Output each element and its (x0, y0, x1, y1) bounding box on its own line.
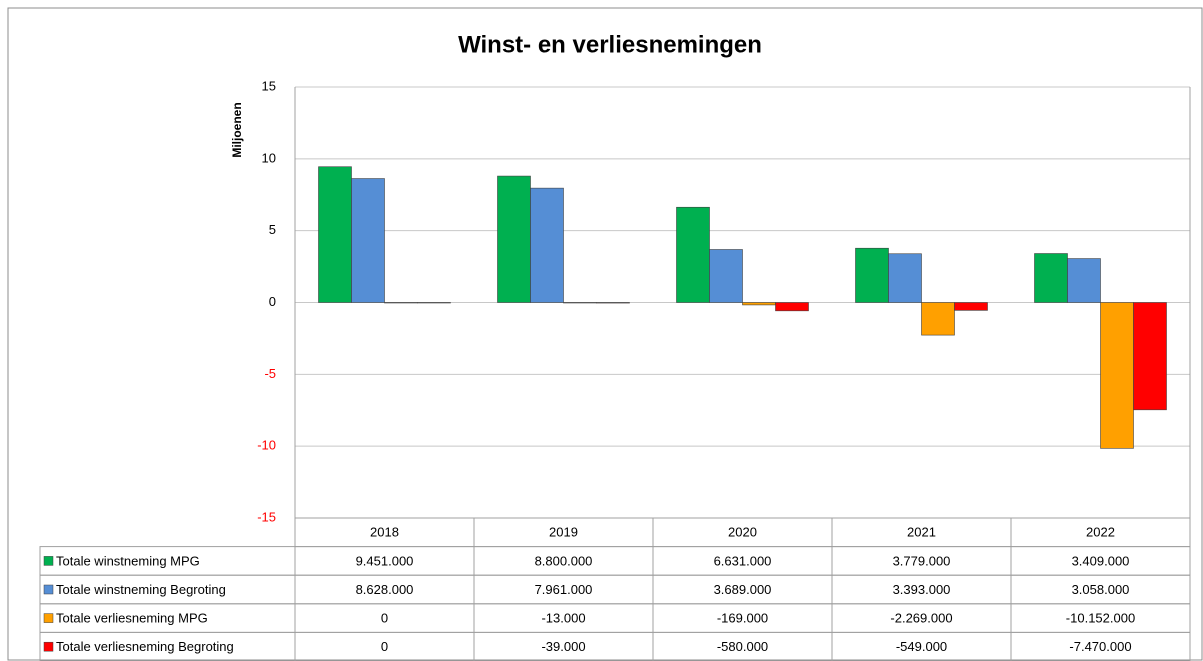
legend-label: Totale verliesneming Begroting (56, 639, 234, 654)
chart-border (7, 7, 1203, 661)
table-value: 7.961.000 (535, 582, 593, 597)
bar (384, 302, 418, 304)
bar (497, 175, 531, 303)
y-tick-label: 10 (262, 150, 276, 165)
table-value: 3.409.000 (1072, 553, 1130, 568)
table-value: 8.800.000 (535, 553, 593, 568)
bar (1133, 302, 1167, 411)
table-value: 3.393.000 (893, 582, 951, 597)
y-tick-label: 15 (262, 78, 276, 93)
legend-key (43, 641, 54, 652)
bar (921, 302, 955, 336)
x-tick-label: 2022 (1086, 525, 1115, 540)
legend-label: Totale winstneming Begroting (56, 582, 226, 597)
table-value: 9.451.000 (356, 553, 414, 568)
bar (563, 302, 597, 304)
table-value: 3.689.000 (714, 582, 772, 597)
table-value: 3.058.000 (1072, 582, 1130, 597)
table-value: 3.779.000 (893, 553, 951, 568)
bar (855, 247, 889, 303)
table-value: -2.269.000 (890, 611, 952, 626)
legend-label: Totale winstneming MPG (56, 553, 200, 568)
table-value: -13.000 (541, 611, 585, 626)
table-value: 6.631.000 (714, 553, 772, 568)
legend-key (43, 556, 54, 566)
table-value: 0 (381, 611, 388, 626)
table-value: -39.000 (541, 639, 585, 654)
bar (676, 206, 710, 303)
table-value: -580.000 (717, 639, 768, 654)
legend-label: Totale verliesneming MPG (56, 611, 208, 626)
bar (318, 166, 352, 303)
x-tick-label: 2021 (907, 525, 936, 540)
y-tick-label: -5 (264, 366, 276, 381)
y-tick-label: 5 (269, 222, 276, 237)
table-value: -549.000 (896, 639, 947, 654)
bar (775, 302, 809, 312)
table-cell (1010, 631, 1191, 661)
table-value: 0 (381, 639, 388, 654)
table-value: 8.628.000 (356, 582, 414, 597)
y-tick-label: -15 (257, 509, 276, 524)
legend-key (43, 584, 54, 595)
chart-title: Winst- en verliesnemingen (458, 31, 762, 58)
bar (530, 187, 564, 303)
y-tick-label: 0 (269, 294, 276, 309)
x-tick-label: 2019 (549, 525, 578, 540)
table-value: -169.000 (717, 611, 768, 626)
x-tick-label: 2020 (728, 525, 757, 540)
y-tick-label: -10 (257, 438, 276, 453)
bar (417, 302, 451, 304)
y-axis-label: Miljoenen (230, 102, 244, 157)
bar (1034, 253, 1068, 303)
table-value: -10.152.000 (1066, 611, 1135, 626)
bar (351, 178, 385, 303)
table-value: -7.470.000 (1069, 639, 1131, 654)
bar (1067, 258, 1101, 303)
bar (1100, 302, 1134, 449)
bar (709, 249, 743, 303)
bar (742, 302, 776, 306)
legend-key (43, 613, 54, 623)
bar (596, 302, 630, 304)
bar (954, 302, 988, 311)
bar (888, 253, 922, 303)
x-tick-label: 2018 (370, 525, 399, 540)
